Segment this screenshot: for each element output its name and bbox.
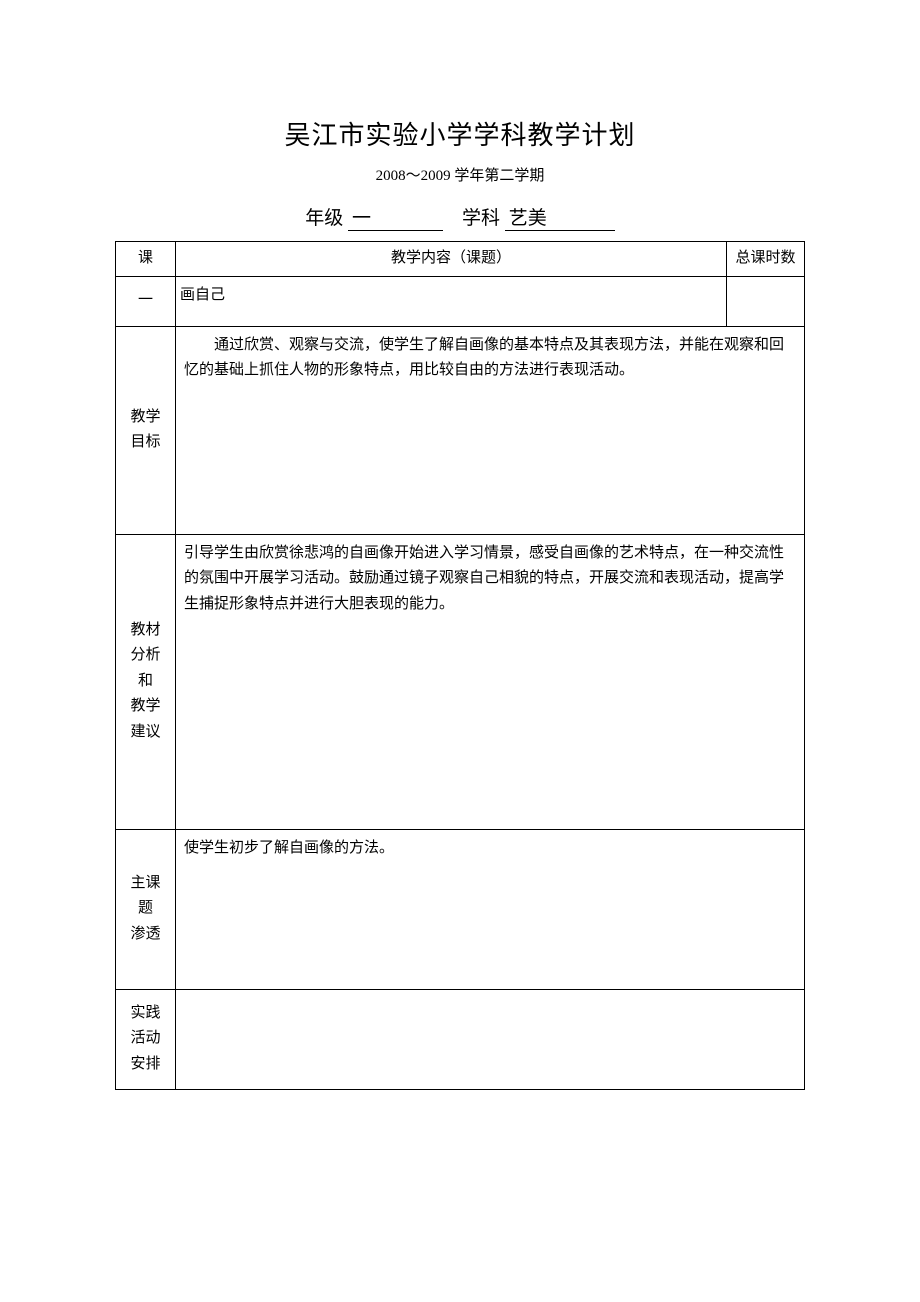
practice-row: 实践 活动 安排 bbox=[116, 989, 805, 1089]
subject-label: 学科 bbox=[462, 208, 500, 229]
goal-label: 教学 目标 bbox=[116, 326, 176, 534]
analysis-content: 引导学生由欣赏徐悲鸿的自画像开始进入学习情景，感受自画像的艺术特点，在一种交流性… bbox=[176, 534, 805, 829]
practice-label-line: 实践 bbox=[118, 1001, 173, 1027]
topic-row: 一 画自己 bbox=[116, 276, 805, 326]
header-content: 教学内容（课题） bbox=[176, 242, 727, 277]
practice-label-line: 活动 bbox=[118, 1026, 173, 1052]
page-subtitle: 2008～2009 学年第二学期 bbox=[115, 164, 805, 185]
grade-value: 一 bbox=[348, 203, 443, 231]
analysis-row: 教材 分析 和 教学 建议 引导学生由欣赏徐悲鸿的自画像开始进入学习情景，感受自… bbox=[116, 534, 805, 829]
theme-label-line: 渗透 bbox=[118, 922, 173, 948]
meta-row: 年级 一 学科 艺美 bbox=[115, 203, 805, 231]
analysis-label-line: 建议 bbox=[118, 720, 173, 746]
theme-text: 使学生初步了解自画像的方法。 bbox=[184, 836, 796, 862]
practice-label: 实践 活动 安排 bbox=[116, 989, 176, 1089]
analysis-label-line: 和 bbox=[118, 669, 173, 695]
practice-label-line: 安排 bbox=[118, 1052, 173, 1078]
analysis-label-line: 教材 bbox=[118, 618, 173, 644]
subject-value: 艺美 bbox=[505, 203, 615, 231]
plan-table: 课 教学内容（课题） 总课时数 一 画自己 教学 目标 通过欣赏、观察与交流，使… bbox=[115, 241, 805, 1090]
theme-content: 使学生初步了解自画像的方法。 bbox=[176, 829, 805, 989]
topic-number: 一 bbox=[116, 276, 176, 326]
analysis-text: 引导学生由欣赏徐悲鸿的自画像开始进入学习情景，感受自画像的艺术特点，在一种交流性… bbox=[184, 541, 796, 618]
goal-label-line: 教学 bbox=[118, 405, 173, 431]
theme-row: 主课 题 渗透 使学生初步了解自画像的方法。 bbox=[116, 829, 805, 989]
goal-row: 教学 目标 通过欣赏、观察与交流，使学生了解自画像的基本特点及其表现方法，并能在… bbox=[116, 326, 805, 534]
analysis-label: 教材 分析 和 教学 建议 bbox=[116, 534, 176, 829]
theme-label-line: 主课 bbox=[118, 871, 173, 897]
analysis-label-line: 分析 bbox=[118, 643, 173, 669]
topic-hours bbox=[727, 276, 805, 326]
goal-text: 通过欣赏、观察与交流，使学生了解自画像的基本特点及其表现方法，并能在观察和回忆的… bbox=[184, 333, 796, 384]
goal-content: 通过欣赏、观察与交流，使学生了解自画像的基本特点及其表现方法，并能在观察和回忆的… bbox=[176, 326, 805, 534]
header-total-hours: 总课时数 bbox=[727, 242, 805, 277]
grade-label: 年级 bbox=[305, 208, 343, 229]
theme-label: 主课 题 渗透 bbox=[116, 829, 176, 989]
page-title: 吴江市实验小学学科教学计划 bbox=[115, 115, 805, 152]
table-header-row: 课 教学内容（课题） 总课时数 bbox=[116, 242, 805, 277]
header-lesson: 课 bbox=[116, 242, 176, 277]
topic-title: 画自己 bbox=[176, 276, 727, 326]
goal-label-line: 目标 bbox=[118, 430, 173, 456]
practice-content bbox=[176, 989, 805, 1089]
analysis-label-line: 教学 bbox=[118, 694, 173, 720]
theme-label-line: 题 bbox=[118, 896, 173, 922]
